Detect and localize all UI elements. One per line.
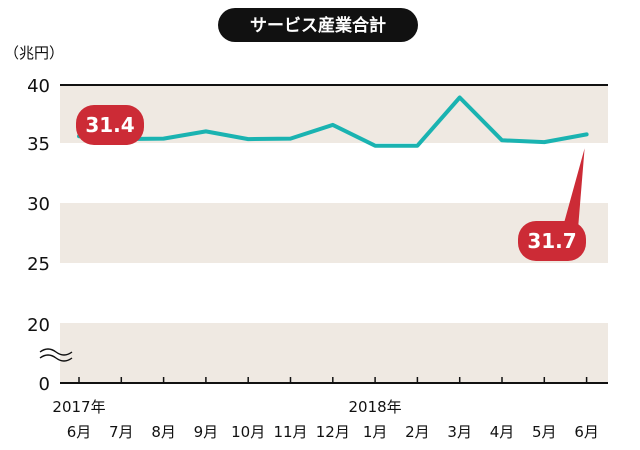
axis-break-wave (39, 354, 73, 362)
y-tick-label: 40 (27, 76, 50, 97)
background-bands (60, 85, 608, 383)
axis-break-mark (39, 348, 73, 362)
x-tick-label: 7月 (109, 423, 134, 441)
y-tick-label: 25 (27, 254, 50, 275)
chart-title-badge: サービス産業合計 (218, 8, 418, 42)
x-tick-label: 12月 (316, 423, 350, 441)
y-tick-label: 30 (27, 194, 50, 215)
x-axis-ticks (78, 377, 588, 383)
callout-bubble (76, 105, 144, 145)
x-tick-label: 6月 (574, 423, 599, 441)
callout-value-label: 31.4 (85, 113, 134, 137)
x-tick-label: 2月 (405, 423, 430, 441)
background-band (60, 203, 608, 263)
x-tick-label: 1月 (363, 423, 388, 441)
x-tick-label: 4月 (490, 423, 515, 441)
x-tick-label: 6月 (67, 423, 92, 441)
y-tick-label: 0 (39, 374, 50, 395)
value-callout: 31.4 (76, 105, 144, 145)
year-labels: 2017年 2018年 (52, 398, 401, 416)
callout-pointer (564, 148, 585, 229)
x-tick-label: 8月 (151, 423, 176, 441)
x-tick-label: 3月 (447, 423, 472, 441)
y-axis-unit-label: （兆円） (4, 44, 64, 62)
y-tick-label: 35 (27, 134, 50, 155)
year-label: 2017年 (52, 398, 105, 416)
x-tick-label: 5月 (532, 423, 557, 441)
x-tick-label: 11月 (273, 423, 307, 441)
y-tick-label: 20 (27, 315, 50, 336)
y-tick-labels: 40 35 30 25 20 0 (27, 76, 50, 395)
x-tick-label: 9月 (194, 423, 219, 441)
value-callout: 31.7 (518, 148, 586, 261)
value-callouts: 31.4 31.7 (76, 105, 586, 261)
background-band (60, 323, 608, 383)
axis-break-wave (39, 348, 73, 356)
year-label: 2018年 (349, 398, 402, 416)
chart-title: サービス産業合計 (250, 15, 386, 36)
background-band (60, 85, 608, 143)
callout-value-label: 31.7 (527, 229, 576, 253)
callout-bubble (518, 221, 586, 261)
x-tick-labels: 6月 7月 8月 9月 10月 11月 12月 1月 2月 3月 4月 5月 6月 (67, 423, 599, 441)
x-tick-label: 10月 (231, 423, 265, 441)
title-pill-background (218, 8, 418, 42)
